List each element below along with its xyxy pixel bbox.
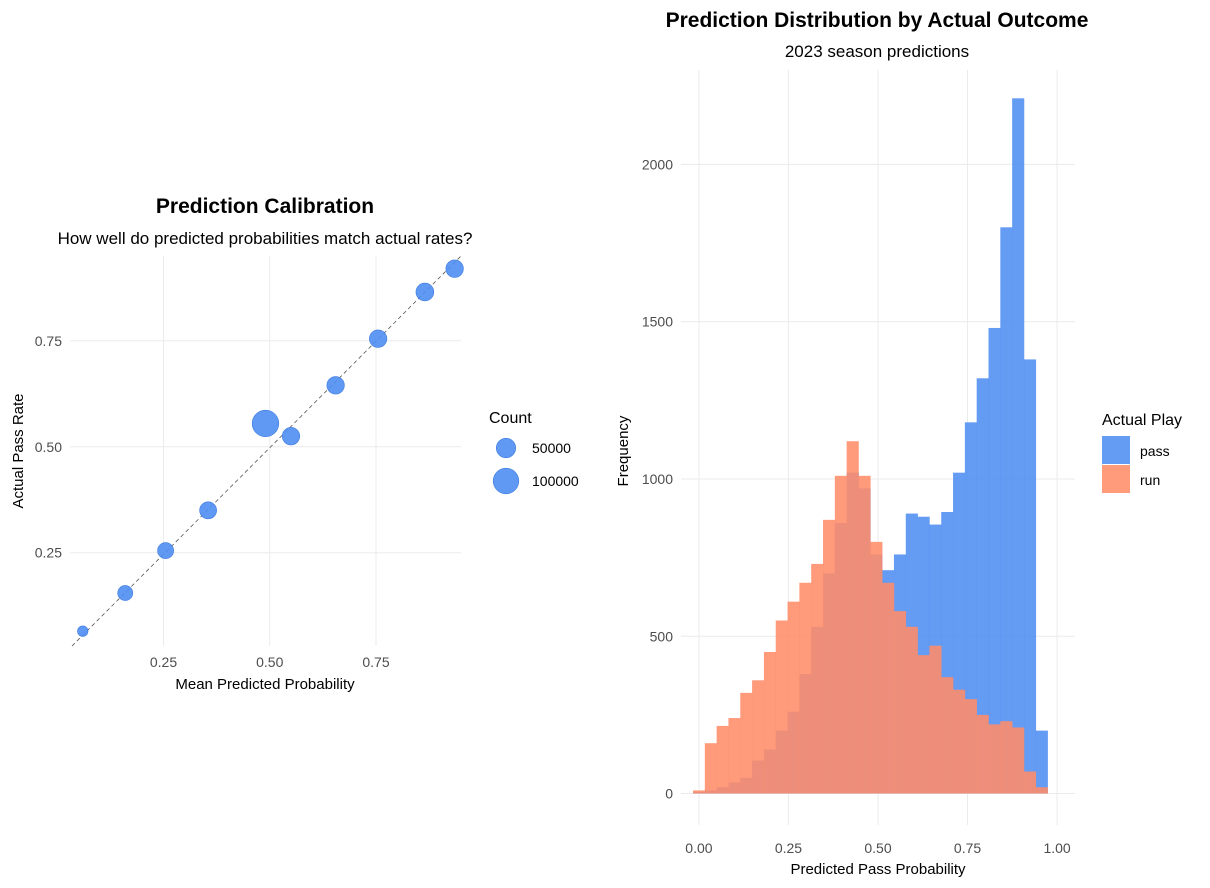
run-bar [752, 680, 765, 794]
run-legend-label: run [1140, 472, 1160, 488]
count-legend-key [492, 467, 520, 495]
actual-play-legend-entries: pass run [1102, 436, 1170, 493]
run-bar [1035, 787, 1048, 794]
run-bar [799, 582, 812, 794]
y-tick-label: 0 [665, 786, 673, 802]
distribution-title: Prediction Distribution by Actual Outcom… [666, 9, 1089, 32]
y-tick-label: 1000 [642, 471, 673, 487]
run-bar [905, 626, 918, 794]
calibration-point [117, 585, 134, 601]
calibration-points [77, 259, 464, 637]
distribution-bars [692, 98, 1048, 794]
y-tick-label: 500 [650, 628, 674, 644]
calibration-point [281, 427, 301, 446]
pass-bar [1023, 359, 1037, 794]
run-bar [893, 611, 907, 794]
run-bar [823, 519, 836, 794]
run-bar [846, 441, 859, 794]
run-bar [929, 645, 942, 794]
run-bar [976, 714, 989, 794]
run-bar [882, 582, 895, 794]
count-legend-entries: 50000 100000 [492, 437, 579, 495]
actual-play-legend: Actual Play pass run [1102, 412, 1182, 493]
actual-play-legend-title: Actual Play [1102, 412, 1182, 429]
run-bar [728, 718, 741, 794]
x-tick-label: 0.75 [362, 654, 389, 670]
run-bar [740, 692, 753, 794]
calibration-point [251, 409, 280, 438]
x-tick-label: 0.50 [864, 840, 891, 856]
count-legend-key [495, 437, 517, 459]
calibration-point [77, 625, 89, 637]
count-legend: Count 50000 100000 [489, 410, 579, 495]
run-bar [1023, 771, 1037, 794]
run-bar [953, 689, 966, 794]
calibration-y-ticks: 0.25 0.50 0.75 [35, 333, 62, 561]
count-legend-label: 100000 [532, 473, 579, 489]
run-bar [941, 677, 954, 794]
distribution-y-axis-title: Frequency [615, 415, 632, 486]
calibration-point [199, 501, 217, 520]
run-bar [775, 620, 788, 794]
calibration-subtitle: How well do predicted probabilities matc… [58, 229, 473, 248]
x-tick-label: 0.00 [685, 840, 712, 856]
calibration-panel: Prediction Calibration How well do predi… [10, 195, 579, 693]
run-bar [870, 541, 883, 794]
count-legend-title: Count [489, 410, 532, 427]
pass-bar [988, 327, 1001, 794]
pass-bar [1012, 98, 1025, 794]
run-bar [858, 475, 871, 794]
run-bar [692, 790, 706, 794]
x-tick-label: 0.25 [775, 840, 802, 856]
calibration-x-ticks: 0.25 0.50 0.75 [150, 654, 390, 670]
calibration-grid [70, 256, 461, 646]
run-bar [704, 743, 717, 794]
run-legend-key [1102, 465, 1130, 493]
distribution-y-ticks: 0 500 1000 1500 2000 [642, 156, 673, 801]
calibration-x-axis-title: Mean Predicted Probability [175, 676, 355, 693]
run-bar [917, 655, 930, 794]
x-tick-label: 0.75 [954, 840, 981, 856]
pass-bar [976, 378, 989, 794]
run-bar [834, 475, 847, 794]
distribution-panel: Prediction Distribution by Actual Outcom… [615, 9, 1182, 878]
calibration-point [445, 259, 464, 278]
run-bar [787, 601, 800, 794]
pass-legend-label: pass [1140, 443, 1170, 459]
x-tick-label: 0.50 [256, 654, 283, 670]
run-bar [964, 699, 977, 794]
calibration-point [415, 282, 435, 302]
calibration-point [157, 542, 174, 559]
x-tick-label: 0.25 [150, 654, 177, 670]
x-tick-label: 1.00 [1043, 840, 1070, 856]
count-legend-label: 50000 [532, 440, 571, 456]
run-bar [1012, 727, 1025, 794]
run-bar [811, 563, 824, 794]
calibration-reference-line [71, 255, 462, 647]
calibration-point [369, 329, 388, 348]
distribution-x-axis-title: Predicted Pass Probability [790, 861, 966, 878]
y-tick-label: 0.75 [35, 333, 62, 349]
calibration-point [326, 376, 345, 395]
distribution-subtitle: 2023 season predictions [785, 42, 969, 61]
pass-legend-key [1102, 436, 1130, 464]
calibration-title: Prediction Calibration [156, 195, 374, 218]
distribution-x-ticks: 0.00 0.25 0.50 0.75 1.00 [685, 840, 1071, 856]
run-bar [1000, 721, 1013, 794]
run-bar [988, 724, 1001, 794]
y-tick-label: 0.25 [35, 545, 62, 561]
calibration-y-axis-title: Actual Pass Rate [10, 393, 27, 508]
y-tick-label: 1500 [642, 314, 673, 330]
y-tick-label: 2000 [642, 156, 673, 172]
run-bar [763, 651, 777, 794]
pass-bar [1035, 730, 1048, 794]
identity-line [71, 255, 462, 647]
pass-bar [1000, 227, 1013, 794]
y-tick-label: 0.50 [35, 439, 62, 455]
run-bar [716, 725, 729, 794]
